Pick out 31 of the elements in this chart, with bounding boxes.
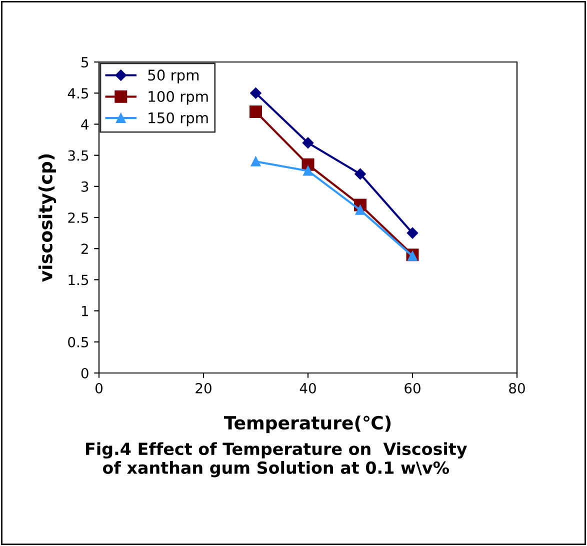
y-tick-label: 1: [82, 306, 88, 316]
legend-label: 50 rpm: [148, 70, 199, 84]
y-tick-label: 3: [82, 181, 88, 192]
text: Fig.4 Effect of Temperature on Viscosity of xanthan gum Solution at 0.1 w\v%: [86, 442, 467, 478]
y-tick-label: 0: [81, 368, 88, 378]
y-tick-label: 1.5: [68, 274, 88, 286]
x-tick-label: 20: [196, 382, 212, 394]
y-tick-label: 0.5: [68, 336, 88, 348]
y-axis-title: viscosity(cp): [38, 154, 56, 282]
point: [355, 205, 366, 215]
x-axis-title: Temperature(℃): [224, 416, 391, 434]
x-tick-label: 60: [404, 382, 420, 394]
point: [406, 227, 418, 239]
y-tick-label: 4: [81, 119, 88, 130]
y-tick-label: 2: [81, 244, 88, 254]
legend-label: 150 rpm: [148, 112, 208, 126]
point: [250, 156, 261, 166]
x-tick-label: 40: [300, 382, 316, 394]
x-tick-label: 0: [95, 382, 102, 394]
point: [250, 87, 262, 99]
point: [408, 251, 418, 261]
y-tick-label: 4.5: [68, 88, 88, 99]
x-tick-label: 80: [509, 382, 525, 394]
y-tick-label: 3.5: [68, 150, 88, 161]
point: [302, 137, 314, 148]
y-tick-label: 5: [82, 57, 88, 68]
y-tick-label: 2.5: [68, 212, 88, 223]
point: [250, 106, 262, 118]
point: [303, 166, 313, 176]
legend-label: 100 rpm: [148, 90, 208, 105]
point: [354, 168, 366, 180]
